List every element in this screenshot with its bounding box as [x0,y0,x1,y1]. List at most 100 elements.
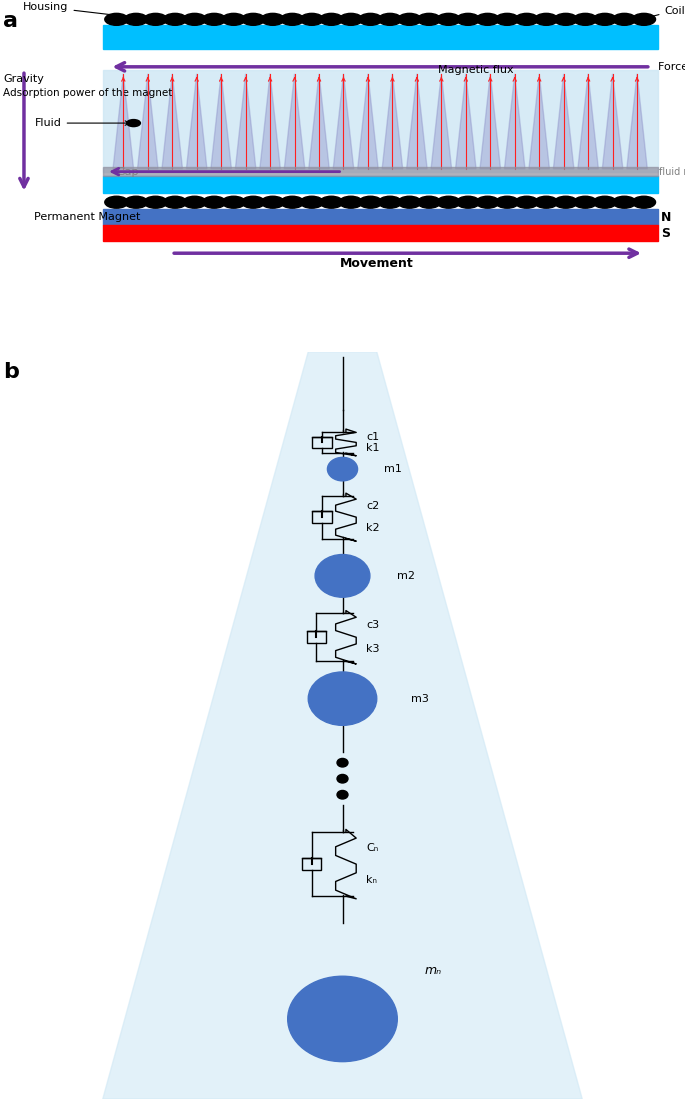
Circle shape [300,197,323,208]
Circle shape [288,976,397,1062]
Text: Gravity: Gravity [3,74,45,84]
Circle shape [337,775,348,782]
Bar [103,225,658,241]
Text: S: S [661,226,670,240]
Circle shape [183,13,206,25]
Circle shape [320,197,343,208]
Text: mₙ: mₙ [425,965,442,977]
Text: a: a [3,11,18,31]
Polygon shape [578,74,599,169]
Polygon shape [529,74,549,169]
Circle shape [308,671,377,725]
Circle shape [534,13,558,25]
Text: b: b [3,363,19,382]
Bar [312,511,332,523]
Circle shape [242,197,265,208]
Text: m1: m1 [384,464,401,474]
Circle shape [203,13,226,25]
Circle shape [339,197,362,208]
Circle shape [417,13,440,25]
Polygon shape [382,74,403,169]
Circle shape [164,13,187,25]
Circle shape [164,197,187,208]
Polygon shape [186,74,207,169]
Text: Fluid: Fluid [35,118,129,129]
Polygon shape [504,74,525,169]
Text: Gap: Gap [116,167,139,177]
Circle shape [359,197,382,208]
Polygon shape [260,74,280,169]
Polygon shape [113,74,134,169]
Circle shape [632,13,656,25]
Polygon shape [103,352,582,1099]
Circle shape [456,13,480,25]
Polygon shape [480,74,501,169]
Circle shape [127,120,140,126]
Circle shape [359,13,382,25]
Circle shape [222,13,245,25]
Circle shape [593,13,616,25]
Circle shape [573,13,597,25]
Text: kₙ: kₙ [366,875,377,885]
Text: Movement: Movement [340,257,414,270]
Bar [103,167,658,176]
Circle shape [398,197,421,208]
Circle shape [554,197,577,208]
Polygon shape [138,74,158,169]
Text: c2: c2 [366,501,379,511]
Polygon shape [211,74,232,169]
Bar [307,632,326,643]
Circle shape [327,457,358,481]
Circle shape [281,197,304,208]
Circle shape [105,13,128,25]
Circle shape [632,197,656,208]
Bar [302,858,321,870]
Text: Magnetic flux: Magnetic flux [438,65,514,76]
Bar [103,70,658,173]
Polygon shape [333,74,353,169]
Bar [103,24,658,49]
Circle shape [144,197,167,208]
Circle shape [222,197,245,208]
Circle shape [203,197,226,208]
Circle shape [476,197,499,208]
Circle shape [242,13,265,25]
Polygon shape [602,74,623,169]
Polygon shape [309,74,329,169]
Text: fluid migration: fluid migration [659,167,685,177]
Text: c3: c3 [366,620,379,630]
Text: Coil: Coil [645,5,685,20]
Circle shape [593,197,616,208]
Text: m2: m2 [397,570,415,581]
Circle shape [378,197,401,208]
Circle shape [183,197,206,208]
Circle shape [337,758,348,767]
Polygon shape [236,74,256,169]
Circle shape [495,13,519,25]
Bar [103,176,658,193]
Circle shape [456,197,480,208]
Circle shape [125,13,148,25]
Bar [312,436,332,448]
Circle shape [105,197,128,208]
Circle shape [320,13,343,25]
Text: Force with fluid: Force with fluid [658,62,685,71]
Circle shape [261,13,284,25]
Circle shape [534,197,558,208]
Polygon shape [284,74,305,169]
Polygon shape [162,74,182,169]
Text: Housing: Housing [23,2,147,21]
Polygon shape [627,74,647,169]
Text: m3: m3 [411,693,429,703]
Text: Permanent Magnet: Permanent Magnet [34,212,140,222]
Circle shape [437,13,460,25]
Circle shape [495,197,519,208]
Circle shape [417,197,440,208]
Polygon shape [431,74,451,169]
Circle shape [437,197,460,208]
Circle shape [573,197,597,208]
Circle shape [281,13,304,25]
Text: Cₙ: Cₙ [366,843,379,853]
Polygon shape [456,74,476,169]
Circle shape [476,13,499,25]
